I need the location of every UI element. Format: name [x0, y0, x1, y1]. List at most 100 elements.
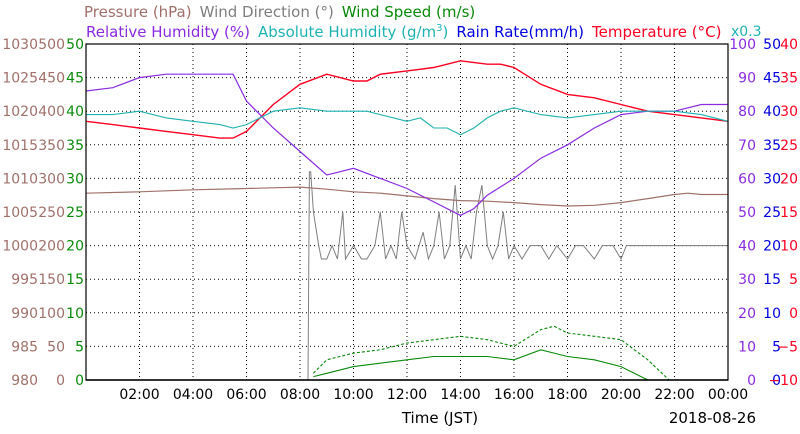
right-axis-relative_humidity-9: 90 — [738, 71, 756, 87]
series-pressure — [85, 186, 728, 207]
right-axis-temperature-9: 35 — [780, 71, 798, 87]
legend-row-1: Pressure (hPa) Wind Direction (°) Wind Spe… — [84, 3, 475, 21]
legend-temperature: Temperature (°C) — [591, 23, 721, 41]
series-absolute-humidity-x0-3 — [86, 107, 729, 136]
legend-absolute_humidity: Absolute Humidity (g/m — [258, 23, 436, 41]
right-axis-relative_humidity-0: 0 — [747, 373, 756, 389]
abs-humidity-scale-note: x0.3 — [731, 24, 762, 40]
right-axis-temperature-2: 0 — [789, 306, 798, 322]
chart-date: 2018-08-26 — [669, 409, 756, 427]
left-axis-wind_direction-3: 150 — [38, 272, 65, 288]
series-wind-direction — [86, 171, 728, 381]
x-tick-00:00: 00:00 — [708, 387, 748, 403]
legend-relative_humidity: Relative Humidity (%) — [86, 23, 250, 41]
left-axis-wind_direction-4: 200 — [38, 239, 65, 255]
right-axis-temperature-1: −5 — [777, 339, 798, 355]
right-axis-rain_rate-8: 40 — [763, 104, 781, 120]
right-axis-temperature-5: 15 — [780, 205, 798, 221]
right-axis-rain_rate-7: 35 — [763, 138, 781, 154]
right-axis-relative_humidity-10: 100 — [729, 37, 756, 53]
left-axis-wind_speed-6: 30 — [66, 171, 84, 187]
series-temperature — [85, 60, 729, 139]
right-axis-relative_humidity-4: 40 — [738, 239, 756, 255]
right-axis-temperature-10: 40 — [780, 37, 798, 53]
legend-row-2: Relative Humidity (%) Absolute Humidity (… — [86, 23, 721, 41]
legend-wind_direction: Wind Direction (°) — [200, 3, 334, 21]
right-axis-rain_rate-10: 50 — [763, 37, 781, 53]
left-axis-wind_speed-2: 10 — [66, 306, 84, 322]
left-axis-wind_speed-5: 25 — [66, 205, 84, 221]
left-axis-pressure-1: 985 — [11, 339, 38, 355]
left-axis-pressure-2: 990 — [11, 306, 38, 322]
right-axis-rain_rate-0: 0 — [772, 373, 781, 389]
left-axis-pressure-5: 1005 — [2, 205, 38, 221]
left-axis-wind_direction-1: 50 — [47, 339, 65, 355]
left-axis-wind_speed-0: 0 — [75, 373, 84, 389]
left-axis-wind_direction-0: 0 — [56, 373, 65, 389]
right-axis-rain_rate-9: 45 — [763, 71, 781, 87]
right-axis-temperature-0: −10 — [768, 373, 798, 389]
x-tick-22:00: 22:00 — [654, 387, 694, 403]
left-axis-pressure-7: 1015 — [2, 138, 38, 154]
left-axis-pressure-10: 1030 — [2, 37, 38, 53]
right-axis-rain_rate-1: 5 — [772, 339, 781, 355]
right-axis-rain_rate-3: 15 — [763, 272, 781, 288]
left-axis-wind_direction-7: 350 — [38, 138, 65, 154]
plot-area — [85, 44, 729, 381]
right-axis-rain_rate-6: 30 — [763, 171, 781, 187]
series-relative-humidity — [85, 73, 728, 217]
left-axis-wind_direction-9: 450 — [38, 71, 65, 87]
left-axis-wind_speed-9: 45 — [66, 71, 84, 87]
x-tick-14:00: 14:00 — [440, 387, 480, 403]
legend-wind_speed: Wind Speed (m/s) — [342, 3, 475, 21]
left-axis-pressure-3: 995 — [11, 272, 38, 288]
left-axis-wind_speed-7: 35 — [66, 138, 84, 154]
right-axis-rain_rate-2: 10 — [763, 306, 781, 322]
right-axis-relative_humidity-1: 10 — [738, 339, 756, 355]
left-axis-wind_direction-8: 400 — [38, 104, 65, 120]
right-axis-temperature-3: 5 — [789, 272, 798, 288]
left-axis-wind_direction-2: 100 — [38, 306, 65, 322]
x-tick-04:00: 04:00 — [173, 387, 213, 403]
series-wind-speed — [313, 349, 649, 381]
right-axis-rain_rate-5: 25 — [763, 205, 781, 221]
left-axis-pressure-8: 1020 — [2, 104, 38, 120]
x-tick-02:00: 02:00 — [119, 387, 159, 403]
right-axis-relative_humidity-7: 70 — [738, 138, 756, 154]
left-axis-wind_speed-10: 50 — [66, 37, 84, 53]
right-axis-relative_humidity-8: 80 — [738, 104, 756, 120]
left-axis-wind_speed-1: 5 — [75, 339, 84, 355]
left-axis-pressure-4: 1000 — [2, 239, 38, 255]
right-axis-relative_humidity-3: 30 — [738, 272, 756, 288]
x-tick-12:00: 12:00 — [387, 387, 427, 403]
right-axis-temperature-4: 10 — [780, 239, 798, 255]
left-axis-wind_direction-10: 500 — [38, 37, 65, 53]
legend-absolute_humidity-tail: ) — [443, 23, 449, 41]
legend-absolute_humidity-sup: 3 — [436, 23, 442, 34]
left-axis-wind_speed-8: 40 — [66, 104, 84, 120]
x-tick-10:00: 10:00 — [333, 387, 373, 403]
axes: 02:00 04:00 06:00 08:00 10:00 12:00 14:00 16:00… — [2, 37, 798, 403]
right-axis-temperature-8: 30 — [780, 104, 798, 120]
left-axis-wind_direction-6: 300 — [38, 171, 65, 187]
x-tick-06:00: 06:00 — [226, 387, 266, 403]
series-wind-gust — [313, 325, 670, 381]
right-axis-relative_humidity-2: 20 — [738, 306, 756, 322]
legend-rain_rate: Rain Rate(mm/h) — [456, 23, 584, 41]
left-axis-wind_direction-5: 250 — [38, 205, 65, 221]
left-axis-pressure-6: 1010 — [2, 171, 38, 187]
x-axis-label: Time (JST) — [401, 409, 478, 427]
right-axis-relative_humidity-6: 60 — [738, 171, 756, 187]
right-axis-temperature-6: 20 — [780, 171, 798, 187]
x-tick-16:00: 16:00 — [494, 387, 534, 403]
x-tick-20:00: 20:00 — [601, 387, 641, 403]
legend-pressure: Pressure (hPa) — [84, 3, 192, 21]
x-tick-18:00: 18:00 — [547, 387, 587, 403]
legend: Pressure (hPa) Wind Direction (°) Wind Spe… — [84, 3, 762, 41]
left-axis-pressure-9: 1025 — [2, 71, 38, 87]
left-axis-wind_speed-4: 20 — [66, 239, 84, 255]
right-axis-relative_humidity-5: 50 — [738, 205, 756, 221]
left-axis-pressure-0: 980 — [11, 373, 38, 389]
right-axis-rain_rate-4: 20 — [763, 239, 781, 255]
